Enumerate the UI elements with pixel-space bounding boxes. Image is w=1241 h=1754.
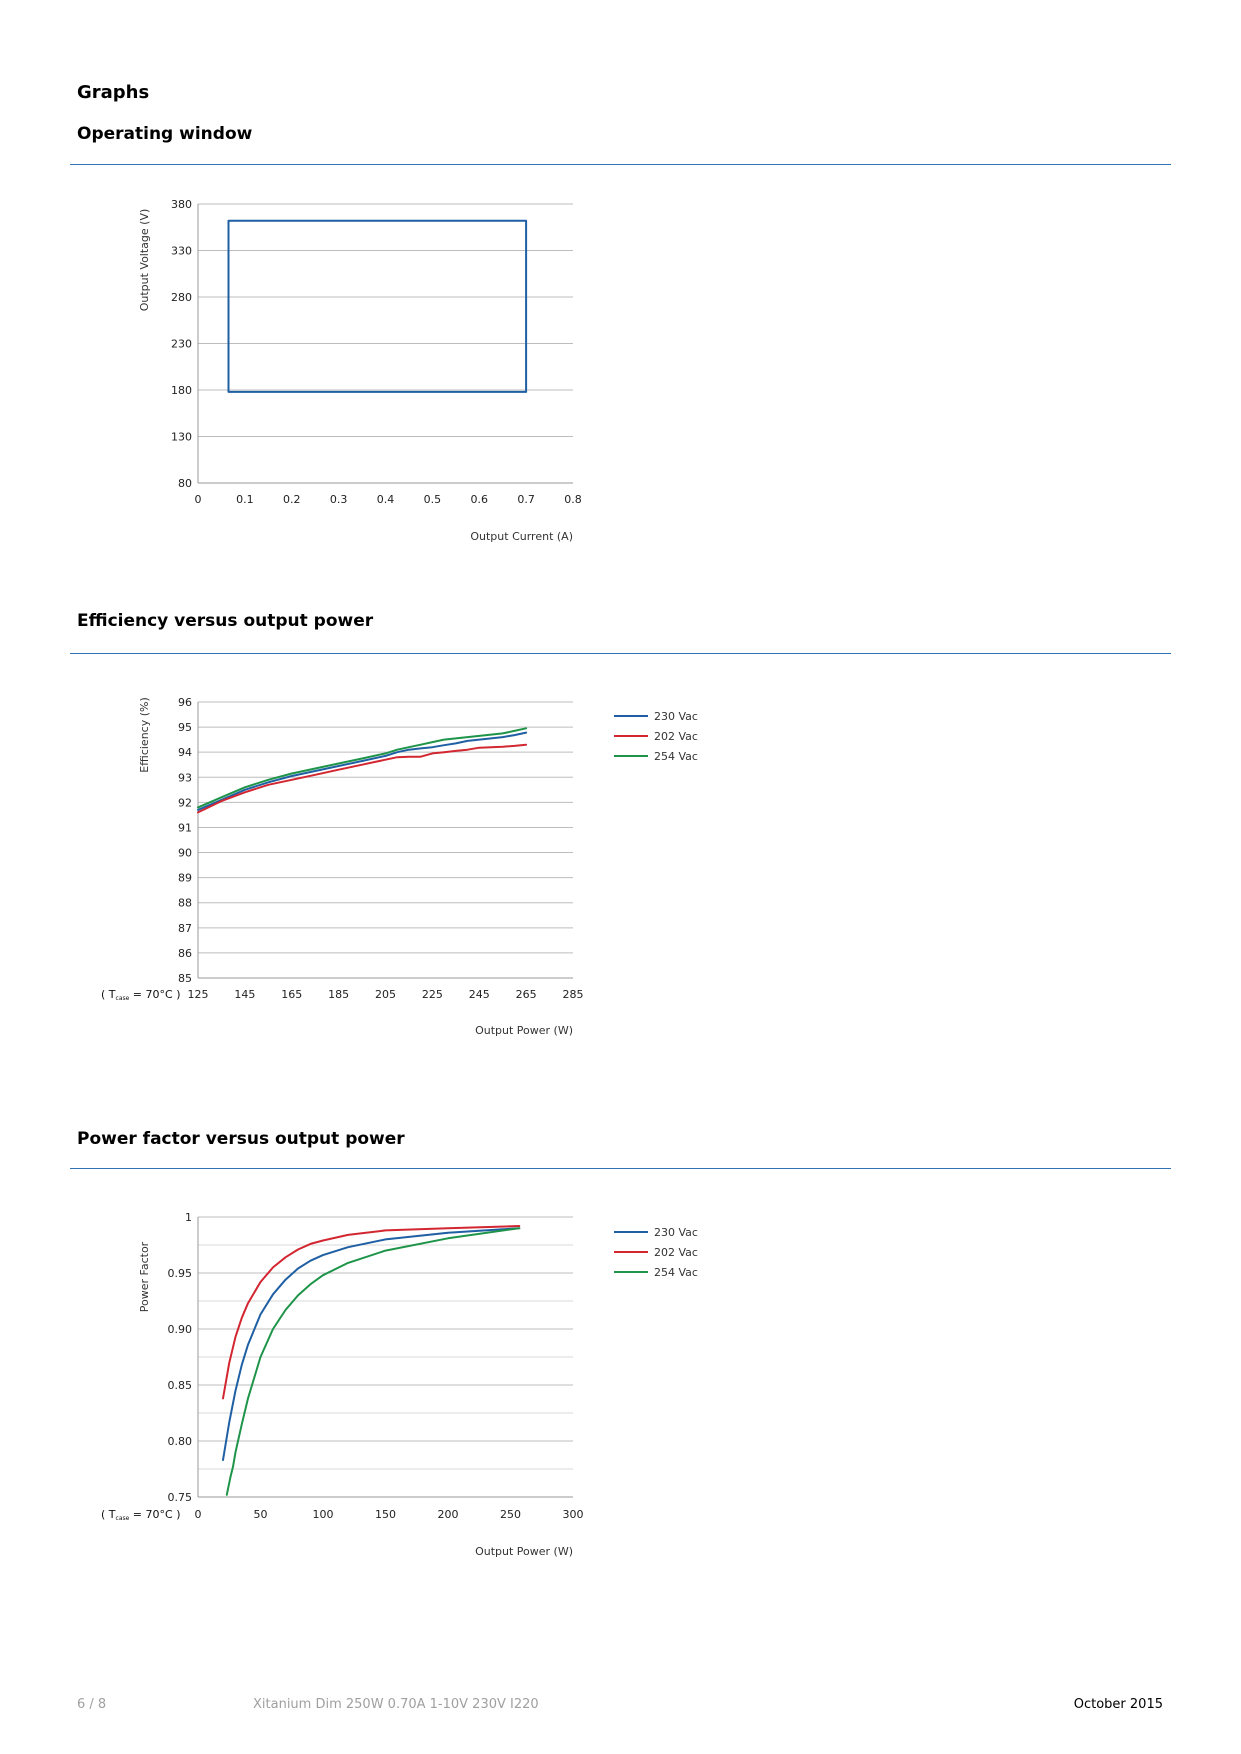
x-tick-label: 0.4 [377, 493, 395, 506]
y-axis-title: Output Voltage (V) [138, 209, 151, 312]
x-tick-label: 0 [195, 493, 202, 506]
operating-window-chart: 380 330 280 230 180 130 800 0.1 0.2 0.3 0.4 0.5 0.6 0… [138, 198, 582, 543]
case-temperature-suffix: = 70°C ) [129, 1508, 180, 1521]
footer-date: October 2015 [1073, 1697, 1163, 1712]
section-divider [70, 1168, 1171, 1169]
y-tick-label: 280 [171, 291, 192, 304]
x-tick-label: 50 [254, 1508, 268, 1521]
case-temperature-suffix: = 70°C ) [129, 988, 180, 1001]
y-tick-label: 0.80 [168, 1435, 193, 1448]
section-divider [70, 164, 1171, 165]
efficiency-chart: 96 95 94 93 92 91 90 89 88 87 86 85 125 145 165 185 205 2… [101, 696, 698, 1037]
y-tick-label: 230 [171, 338, 192, 351]
x-tick-label: 0.6 [471, 493, 489, 506]
x-tick-label: 145 [234, 988, 255, 1001]
power-factor-chart: 1 0.95 0.90 0.85 0.80 0.750 50 100 150 200 250 300 O… [101, 1211, 698, 1558]
x-tick-label: 0.1 [236, 493, 254, 506]
legend-label: 230 Vac [654, 710, 698, 723]
section-title-power-factor: Power factor versus output power [77, 1129, 405, 1149]
x-tick-label: 0.2 [283, 493, 301, 506]
y-tick-label: 80 [178, 477, 192, 490]
y-tick-label: 91 [178, 821, 192, 834]
x-tick-label: 0.5 [424, 493, 442, 506]
section-divider [70, 653, 1171, 654]
y-tick-label: 1 [185, 1211, 192, 1224]
case-temperature-prefix: ( T [101, 988, 116, 1001]
y-tick-label: 0.95 [168, 1267, 193, 1280]
y-tick-label: 0.90 [168, 1323, 193, 1336]
y-axis-title: Power Factor [138, 1241, 151, 1312]
section-title-operating-window: Operating window [77, 124, 253, 144]
series-line-230-vac [197, 731, 528, 811]
series-line-202-vac [222, 1225, 521, 1400]
legend-label: 202 Vac [654, 1246, 698, 1259]
y-tick-label: 87 [178, 922, 192, 935]
legend-label: 230 Vac [654, 1226, 698, 1239]
x-tick-label: 205 [375, 988, 396, 1001]
y-tick-label: 89 [178, 872, 192, 885]
case-temperature-subscript: case [116, 995, 130, 1002]
y-tick-label: 380 [171, 198, 192, 211]
y-tick-label: 86 [178, 947, 192, 960]
series-line-254-vac [225, 1227, 521, 1496]
x-tick-label: 0 [195, 1508, 202, 1521]
y-axis-title: Efficiency (%) [138, 697, 151, 773]
series-line-230-vac [222, 1227, 521, 1461]
x-tick-label: 300 [563, 1508, 584, 1521]
x-axis-title: Output Current (A) [470, 530, 573, 543]
y-tick-label: 95 [178, 721, 192, 734]
case-temperature-note: ( Tcase = 70°C ) [101, 988, 181, 1002]
x-tick-label: 0.8 [564, 493, 582, 506]
page-heading: Graphs [77, 82, 150, 103]
series-line-0 [227, 219, 528, 393]
legend-label: 254 Vac [654, 750, 698, 763]
legend-label: 202 Vac [654, 730, 698, 743]
y-tick-label: 94 [178, 746, 192, 759]
footer-product-name: Xitanium Dim 250W 0.70A 1-10V 230V I220 [253, 1697, 539, 1712]
case-temperature-subscript: case [116, 1515, 130, 1522]
x-tick-label: 200 [438, 1508, 459, 1521]
y-tick-label: 88 [178, 897, 192, 910]
y-tick-label: 180 [171, 384, 192, 397]
footer-page-number: 6 / 8 [77, 1697, 107, 1712]
case-temperature-prefix: ( T [101, 1508, 116, 1521]
section-title-efficiency: Efficiency versus output power [77, 611, 374, 631]
y-tick-label: 92 [178, 796, 192, 809]
y-tick-label: 85 [178, 972, 192, 985]
x-tick-label: 245 [469, 988, 490, 1001]
x-tick-label: 185 [328, 988, 349, 1001]
x-tick-label: 225 [422, 988, 443, 1001]
x-tick-label: 285 [563, 988, 584, 1001]
x-tick-label: 0.7 [517, 493, 535, 506]
x-tick-label: 150 [375, 1508, 396, 1521]
x-tick-label: 250 [500, 1508, 521, 1521]
legend-label: 254 Vac [654, 1266, 698, 1279]
x-tick-label: 265 [516, 988, 537, 1001]
series-line-254-vac [197, 727, 528, 809]
y-tick-label: 330 [171, 245, 192, 258]
x-tick-label: 100 [313, 1508, 334, 1521]
y-tick-label: 96 [178, 696, 192, 709]
y-tick-label: 93 [178, 771, 192, 784]
case-temperature-note: ( Tcase = 70°C ) [101, 1508, 181, 1522]
y-tick-label: 0.85 [168, 1379, 193, 1392]
x-tick-label: 165 [281, 988, 302, 1001]
x-tick-label: 125 [188, 988, 209, 1001]
series-line-202-vac [197, 743, 528, 814]
y-tick-label: 130 [171, 431, 192, 444]
x-tick-label: 0.3 [330, 493, 348, 506]
x-axis-title: Output Power (W) [475, 1545, 573, 1558]
y-tick-label: 90 [178, 847, 192, 860]
y-tick-label: 0.75 [168, 1491, 193, 1504]
x-axis-title: Output Power (W) [475, 1024, 573, 1037]
